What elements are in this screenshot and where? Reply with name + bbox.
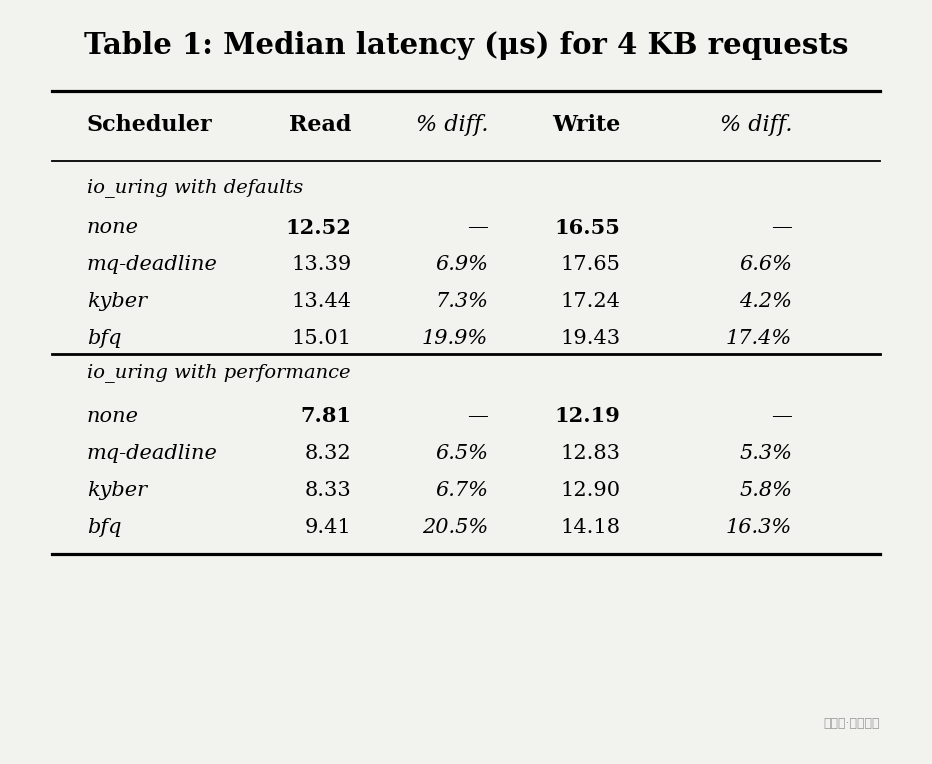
Text: Read: Read [289, 114, 351, 136]
Text: —: — [467, 219, 488, 238]
Text: 8.32: 8.32 [305, 444, 351, 462]
Text: 公众号·存储随笔: 公众号·存储随笔 [824, 717, 881, 730]
Text: 16.55: 16.55 [555, 218, 621, 238]
Text: 13.39: 13.39 [291, 255, 351, 274]
Text: io_uring with performance: io_uring with performance [87, 364, 350, 383]
Text: 4.2%: 4.2% [739, 293, 792, 312]
Text: bfq: bfq [87, 329, 121, 348]
Text: 19.9%: 19.9% [422, 329, 488, 348]
Text: —: — [467, 406, 488, 426]
Text: 12.90: 12.90 [560, 481, 621, 500]
Text: Write: Write [552, 114, 621, 136]
Text: 12.83: 12.83 [560, 444, 621, 462]
Text: kyber: kyber [87, 293, 147, 312]
Text: 6.7%: 6.7% [435, 481, 488, 500]
Text: —: — [772, 406, 792, 426]
Text: Scheduler: Scheduler [87, 114, 212, 136]
Text: 12.19: 12.19 [555, 406, 621, 426]
Text: 19.43: 19.43 [560, 329, 621, 348]
Text: 12.52: 12.52 [285, 218, 351, 238]
Text: kyber: kyber [87, 481, 147, 500]
Text: 17.24: 17.24 [560, 293, 621, 312]
Text: 13.44: 13.44 [292, 293, 351, 312]
Text: 16.3%: 16.3% [726, 517, 792, 536]
Text: none: none [87, 406, 139, 426]
Text: 5.8%: 5.8% [739, 481, 792, 500]
Text: —: — [772, 219, 792, 238]
Text: 9.41: 9.41 [305, 517, 351, 536]
Text: io_uring with defaults: io_uring with defaults [87, 177, 303, 196]
Text: Table 1: Median latency (μs) for 4 KB requests: Table 1: Median latency (μs) for 4 KB re… [84, 31, 848, 60]
Text: 6.6%: 6.6% [739, 255, 792, 274]
Text: % diff.: % diff. [416, 114, 488, 136]
Text: none: none [87, 219, 139, 238]
Text: 8.33: 8.33 [305, 481, 351, 500]
Text: % diff.: % diff. [720, 114, 792, 136]
Text: 17.4%: 17.4% [726, 329, 792, 348]
Text: 7.3%: 7.3% [435, 293, 488, 312]
Text: 20.5%: 20.5% [422, 517, 488, 536]
Text: 6.9%: 6.9% [435, 255, 488, 274]
Text: 15.01: 15.01 [292, 329, 351, 348]
Text: 17.65: 17.65 [560, 255, 621, 274]
Text: 7.81: 7.81 [300, 406, 351, 426]
Text: mq-deadline: mq-deadline [87, 255, 218, 274]
Text: bfq: bfq [87, 517, 121, 536]
Text: mq-deadline: mq-deadline [87, 444, 218, 462]
Text: 5.3%: 5.3% [739, 444, 792, 462]
Text: 6.5%: 6.5% [435, 444, 488, 462]
Text: 14.18: 14.18 [560, 517, 621, 536]
